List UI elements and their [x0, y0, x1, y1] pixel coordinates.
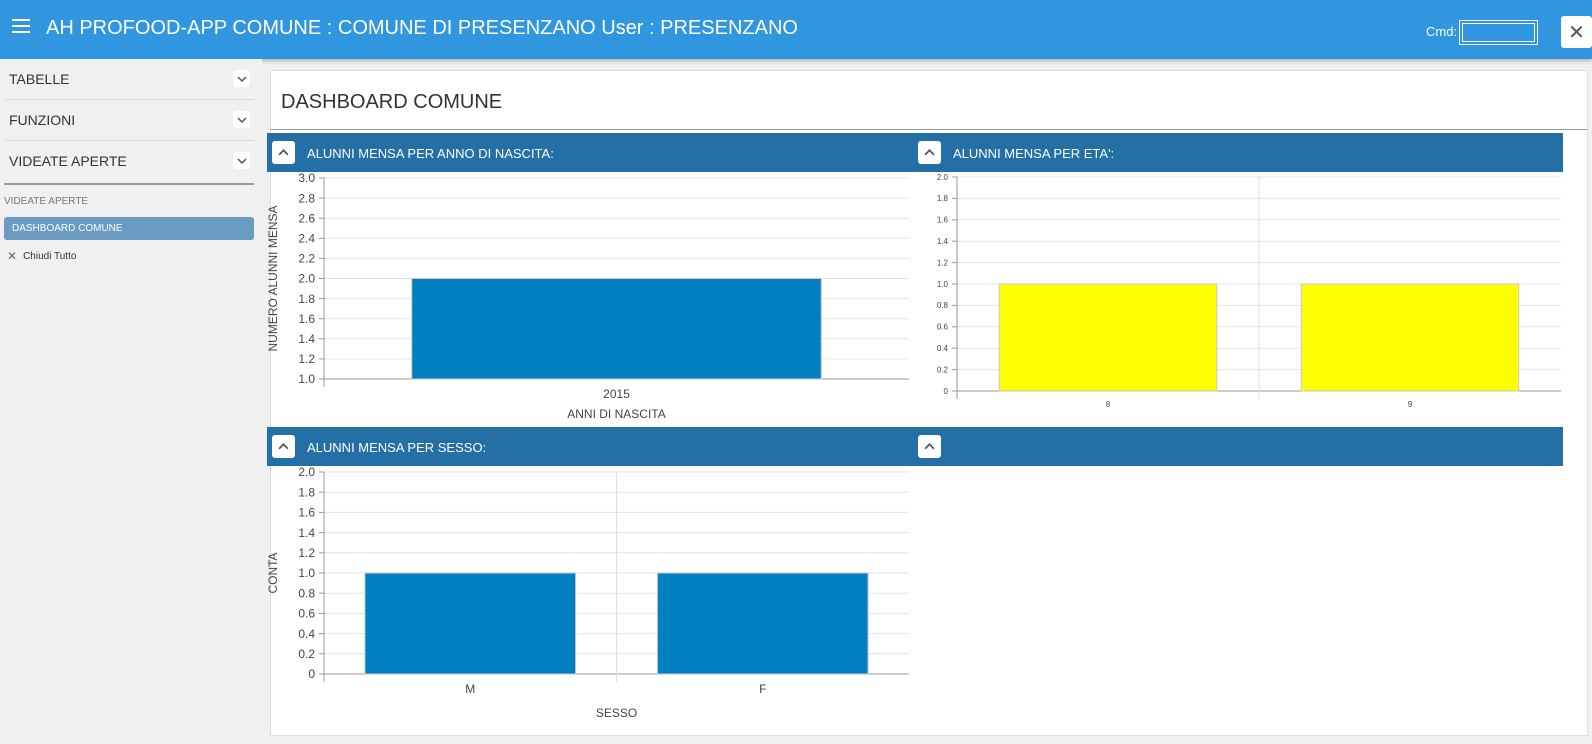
chevron-up-icon [278, 443, 289, 450]
y-tick-label: 0.2 [298, 647, 315, 661]
x-category-label: 8 [1106, 400, 1111, 409]
y-tick-label: 2.0 [298, 465, 315, 479]
close-all-link[interactable]: ✕ Chiudi Tutto [7, 249, 76, 263]
close-icon: ✕ [1568, 21, 1585, 44]
panel-header-sesso: ALUNNI MENSA PER SESSO: [267, 427, 917, 466]
y-tick-label: 0.8 [937, 301, 949, 310]
chevron-up-icon [924, 149, 935, 156]
y-tick-label: 2.4 [298, 232, 315, 246]
y-tick-label: 2.6 [298, 211, 315, 225]
bar [998, 283, 1218, 392]
y-tick-label: 2.8 [298, 191, 315, 205]
bar [656, 572, 869, 675]
open-screens-caption: VIDEATE APERTE [4, 196, 89, 207]
y-tick-label: 0.2 [937, 365, 949, 374]
collapse-panel-button[interactable] [272, 141, 295, 164]
close-all-label: Chiudi Tutto [23, 250, 77, 262]
sidebar-section-videate-aperte[interactable]: VIDEATE APERTE [4, 141, 254, 182]
cmd-input[interactable] [1459, 20, 1538, 45]
close-icon: ✕ [7, 249, 18, 263]
x-category-label: M [465, 682, 475, 696]
chevron-up-icon [278, 149, 289, 156]
x-category-label: F [759, 682, 766, 696]
collapse-panel-button[interactable] [918, 141, 941, 164]
y-tick-label: 1.8 [298, 485, 315, 499]
y-tick-label: 1.4 [937, 237, 949, 246]
panel-title: ALUNNI MENSA PER ETA': [953, 146, 1115, 161]
y-tick-label: 1.8 [937, 194, 949, 203]
y-tick-label: 0.8 [298, 586, 315, 600]
page-title: DASHBOARD COMUNE [281, 91, 503, 113]
sidebar-section-label: TABELLE [9, 71, 70, 87]
open-screen-dashboard-comune[interactable]: DASHBOARD COMUNE [4, 217, 254, 240]
y-tick-label: 1.6 [937, 216, 949, 225]
chevron-down-icon[interactable] [233, 111, 250, 128]
y-tick-label: 0.6 [298, 607, 315, 621]
panel-title: ALUNNI MENSA PER ANNO DI NASCITA: [307, 146, 554, 161]
y-tick-label: 1.4 [298, 526, 315, 540]
sidebar-divider [4, 183, 254, 185]
y-tick-label: 1.6 [298, 312, 315, 326]
sidebar-section-label: VIDEATE APERTE [9, 153, 127, 169]
panel-header-anno-nascita: ALUNNI MENSA PER ANNO DI NASCITA: [267, 133, 917, 172]
y-tick-label: 1.2 [298, 546, 315, 560]
sidebar-section-tabelle[interactable]: TABELLE [4, 59, 254, 100]
y-tick-label: 0.4 [298, 627, 315, 641]
x-category-label: 9 [1408, 400, 1413, 409]
y-tick-label: 1.6 [298, 506, 315, 520]
panel-header-empty [913, 427, 1563, 466]
y-tick-label: 1.2 [298, 352, 315, 366]
x-category-label: 2015 [603, 387, 630, 401]
y-axis-label: NUMERO ALUNNI MENSA [266, 205, 280, 351]
y-tick-label: 1.0 [298, 566, 315, 580]
title-divider [271, 129, 1587, 130]
y-axis-label: CONTA [266, 552, 280, 593]
y-tick-label: 3.0 [298, 171, 315, 185]
chevron-down-icon[interactable] [233, 70, 250, 87]
chart-eta: 0 0.2 0.4 0.6 0.8 1.0 1.2 1.4 1.6 1.8 2.0 8 9 [937, 173, 1561, 409]
cmd-label: Cmd: [1426, 24, 1458, 39]
sidebar-section-label: FUNZIONI [9, 112, 76, 128]
y-tick-label: 2.2 [298, 252, 315, 266]
chart-sesso: 0 0.2 0.4 0.6 0.8 1.0 1.2 1.4 1.6 1.8 2.0 M F SESSO CO… [266, 465, 909, 720]
sidebar: TABELLE FUNZIONI VIDEATE APERTE VIDEATE … [0, 59, 262, 744]
chevron-up-icon [924, 443, 935, 450]
chart-anno-nascita: 1.0 1.2 1.4 1.6 1.8 2.0 2.2 2.4 2.6 2.8 3.0 2015 ANN… [266, 171, 909, 421]
y-tick-label: 1.0 [937, 280, 949, 289]
y-tick-label: 1.4 [298, 332, 315, 346]
close-app-button[interactable]: ✕ [1561, 16, 1592, 48]
collapse-panel-button[interactable] [918, 435, 941, 458]
y-tick-label: 1.2 [937, 258, 949, 267]
app-header: AH PROFOOD-APP COMUNE : COMUNE DI PRESEN… [0, 0, 1592, 59]
panel-title: ALUNNI MENSA PER SESSO: [307, 440, 487, 455]
y-tick-label: 1.8 [298, 292, 315, 306]
y-tick-label: 2.0 [937, 173, 949, 182]
y-tick-label: 0.6 [937, 323, 949, 332]
app-title: AH PROFOOD-APP COMUNE : COMUNE DI PRESEN… [46, 17, 798, 39]
y-tick-label: 2.0 [298, 272, 315, 286]
panel-header-eta: ALUNNI MENSA PER ETA': [913, 133, 1563, 172]
sidebar-section-funzioni[interactable]: FUNZIONI [4, 100, 254, 141]
bar [411, 278, 822, 380]
bar [1300, 283, 1520, 392]
y-tick-label: 0.4 [937, 344, 949, 353]
collapse-panel-button[interactable] [272, 435, 295, 458]
x-axis-label: SESSO [596, 706, 637, 720]
hamburger-menu-icon[interactable] [12, 16, 30, 36]
chevron-down-icon[interactable] [233, 152, 250, 169]
y-tick-label: 0 [944, 387, 949, 396]
y-tick-label: 1.0 [298, 372, 315, 386]
bar [364, 572, 577, 675]
y-tick-label: 0 [308, 667, 315, 681]
x-axis-label: ANNI DI NASCITA [567, 407, 665, 421]
dashboard-panel: DASHBOARD COMUNE ALUNNI MENSA PER ANNO D… [266, 70, 1588, 736]
